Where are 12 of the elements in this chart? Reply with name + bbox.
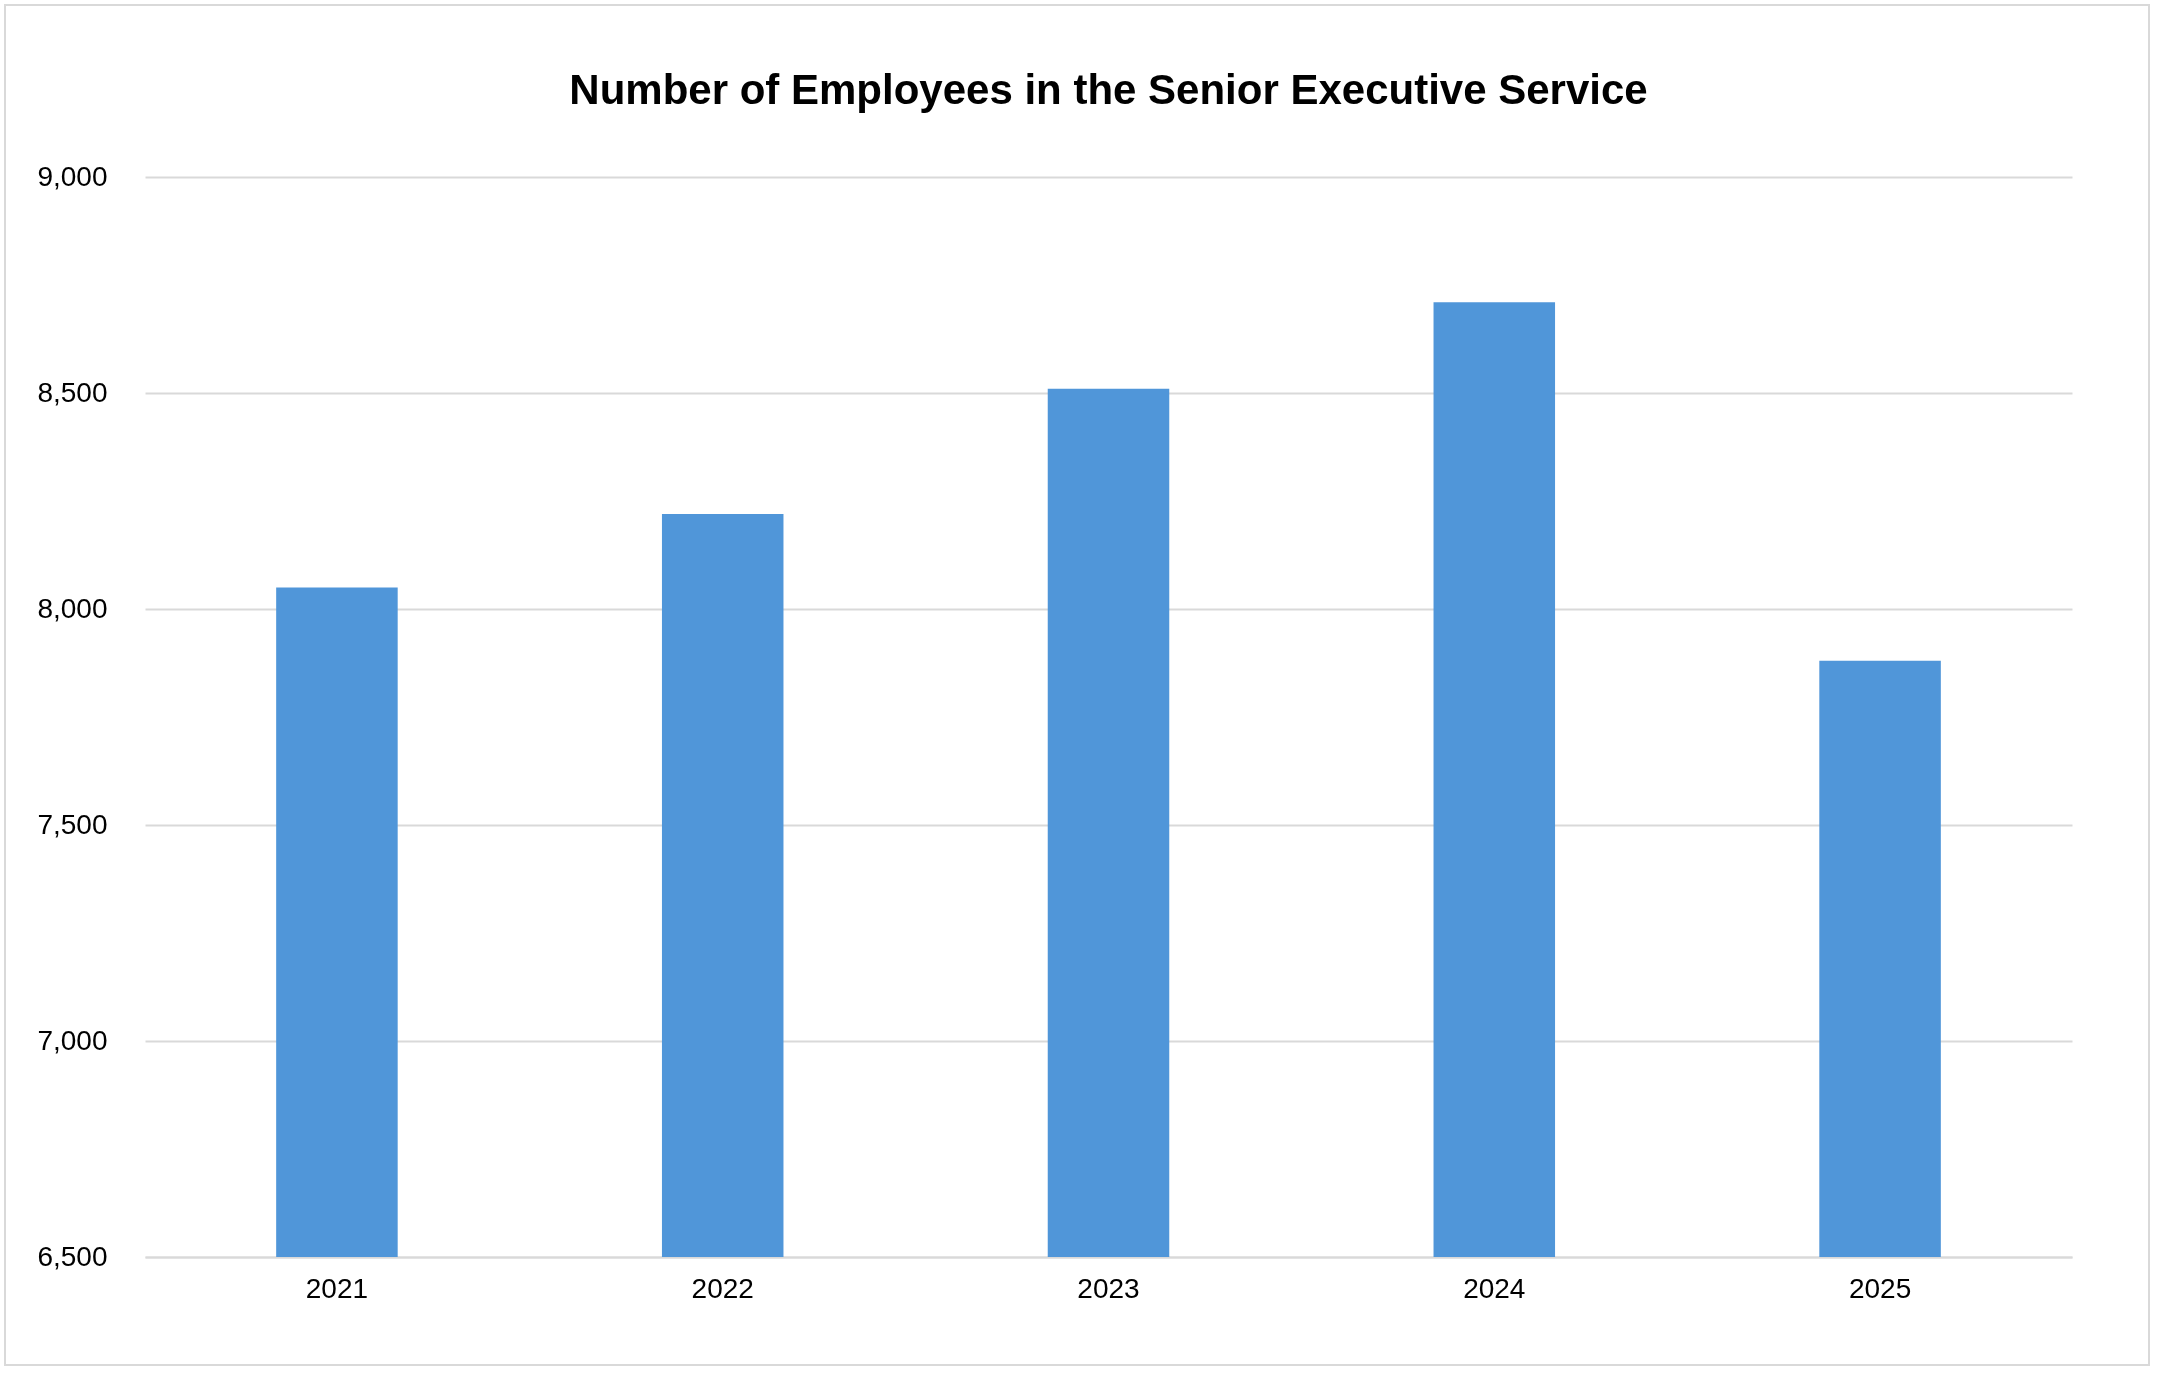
y-tick-label: 8,500	[37, 376, 108, 408]
x-tick-label: 2023	[1077, 1272, 1140, 1304]
chart-title: Number of Employees in the Senior Executive Service	[569, 66, 1648, 113]
y-tick-label: 7,500	[37, 808, 108, 840]
x-tick-label: 2021	[305, 1272, 369, 1304]
y-tick-label: 8,000	[37, 592, 108, 624]
x-tick-label: 2024	[1463, 1272, 1526, 1304]
y-tick-label: 9,000	[37, 160, 108, 192]
y-tick-label: 6,500	[37, 1240, 108, 1272]
y-tick-label: 7,000	[37, 1024, 108, 1056]
x-tick-label: 2022	[691, 1272, 754, 1304]
x-tick-label: 2025	[1848, 1272, 1912, 1304]
